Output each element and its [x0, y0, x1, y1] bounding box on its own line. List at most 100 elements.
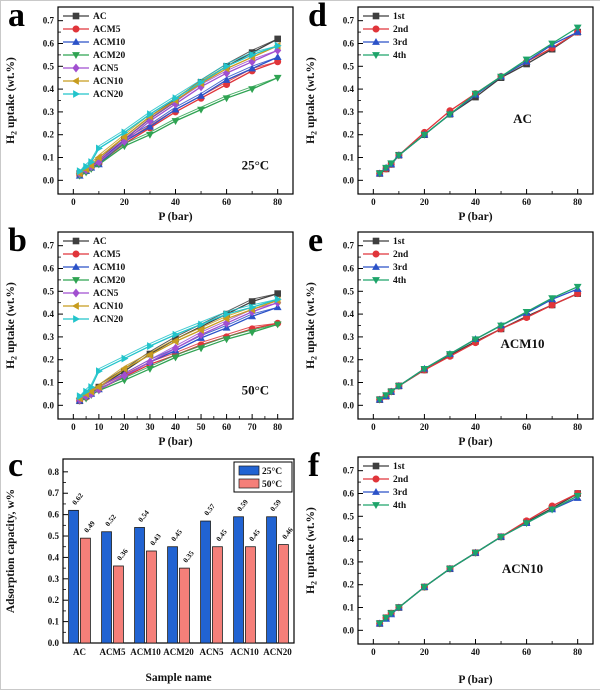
svg-text:0.8: 0.8	[48, 467, 60, 477]
legend-label: 3rd	[393, 38, 408, 48]
svg-text:60: 60	[522, 422, 532, 432]
triangle-right-marker	[83, 162, 91, 171]
panel-f: f 0 20 40 60 80 0.0 0.1 0.2 0.3 0.4 0.5 0.6 0.7 P (ba…	[301, 451, 600, 689]
triangle-right-marker	[172, 330, 180, 339]
triangle-down-marker	[222, 95, 231, 103]
svg-text:0.0: 0.0	[48, 638, 60, 648]
svg-text:0.0: 0.0	[43, 175, 55, 185]
x-axis-label: P (bar)	[458, 674, 492, 686]
triangle-right-marker	[96, 367, 103, 376]
svg-text:0: 0	[371, 422, 376, 432]
svg-text:0.7: 0.7	[343, 16, 355, 26]
svg-text:0.1: 0.1	[48, 617, 60, 627]
svg-text:0.4: 0.4	[43, 309, 55, 319]
svg-text:0.4: 0.4	[343, 84, 355, 94]
panel-f-chart: 0 20 40 60 80 0.0 0.1 0.2 0.3 0.4 0.5 0.6 0.7 P (bar)…	[301, 451, 600, 689]
triangle-down-marker	[171, 354, 180, 362]
svg-text:0.6: 0.6	[43, 38, 55, 48]
triangle-down-marker	[420, 584, 429, 591]
triangle-left-marker	[71, 77, 79, 85]
triangle-left-marker	[197, 326, 204, 334]
square-marker	[372, 237, 380, 245]
triangle-down-marker	[382, 164, 391, 172]
triangle-down-marker	[471, 90, 480, 98]
circle-marker	[372, 475, 380, 483]
circle-marker	[72, 250, 80, 258]
svg-text:60: 60	[522, 197, 532, 207]
triangle-up-marker	[372, 262, 380, 270]
triangle-left-marker	[94, 153, 102, 162]
legend: 1st 2nd 3rd 4th	[363, 462, 409, 511]
triangle-left-marker	[87, 387, 95, 396]
triangle-right-marker	[76, 392, 84, 401]
svg-text:0.5: 0.5	[48, 531, 60, 541]
panel-annotation: 25°C	[242, 158, 270, 173]
svg-text:80: 80	[573, 197, 583, 207]
legend: 25°C 50°C	[233, 461, 293, 493]
legend-label: ACN10	[93, 77, 123, 87]
legend-label: ACN5	[93, 289, 119, 299]
bar-ACN5-50°C	[212, 546, 223, 644]
triangle-up-marker	[197, 91, 205, 99]
triangle-up-marker	[273, 53, 282, 61]
square-marker	[72, 237, 80, 245]
triangle-down-marker	[394, 152, 403, 160]
svg-text:0.1: 0.1	[43, 378, 55, 388]
triangle-down-marker	[420, 365, 429, 373]
triangle-right-marker	[76, 167, 84, 176]
bar-ACN20-25°C	[266, 516, 277, 644]
triangle-down-marker	[248, 329, 257, 337]
axes: 0 20 40 60 80 0.0 0.1 0.2 0.3 0.4 0.5 0.6 0.7 P (bar)…	[305, 231, 594, 448]
svg-text:0.5: 0.5	[343, 511, 355, 521]
bar-ACN20-50°C	[278, 544, 289, 644]
axes: 0 20 40 60 80 0.0 0.1 0.2 0.3 0.4 0.5 0.6 0.7 P (bar)…	[305, 6, 594, 223]
triangle-down-marker	[387, 388, 396, 396]
legend-label: ACM20	[93, 51, 125, 61]
svg-text:0.7: 0.7	[343, 466, 355, 476]
x-axis-label: Sample name	[145, 672, 211, 684]
svg-text:0: 0	[71, 197, 76, 207]
triangle-down-marker	[471, 336, 480, 344]
panel-e-chart: 0 20 40 60 80 0.0 0.1 0.2 0.3 0.4 0.5 0.6 0.7 P (bar)…	[301, 226, 600, 451]
panel-e: e 0 20 40 60 80 0.0 0.1 0.2 0.3 0.4 0.5 0.6 0.7 P (ba…	[301, 226, 600, 451]
legend-label: ACM10	[93, 38, 125, 48]
svg-text:0.6: 0.6	[343, 38, 355, 48]
svg-text:0.3: 0.3	[48, 574, 60, 584]
triangle-down-marker	[548, 506, 557, 514]
diamond-marker	[120, 371, 128, 381]
svg-text:0.2: 0.2	[343, 580, 355, 590]
triangle-down-marker	[372, 52, 380, 60]
svg-text:0.3: 0.3	[343, 107, 355, 117]
diamond-marker	[171, 343, 180, 353]
panel-a-chart: 0 20 40 60 80 0.0 0.1 0.2 0.3 0.4 0.5 0.6 0.7 P (bar)…	[1, 1, 301, 226]
triangle-right-marker	[88, 383, 96, 391]
series-4th	[375, 283, 582, 404]
triangle-down-marker	[273, 321, 282, 329]
triangle-left-marker	[94, 383, 102, 391]
svg-text:50: 50	[197, 422, 207, 432]
triangle-right-marker	[274, 295, 282, 304]
panel-background	[301, 226, 600, 451]
svg-text:20: 20	[420, 197, 430, 207]
triangle-down-marker	[522, 308, 531, 316]
svg-text:0.0: 0.0	[343, 625, 355, 635]
svg-text:0.4: 0.4	[343, 309, 355, 319]
svg-text:20: 20	[120, 197, 130, 207]
triangle-left-marker	[120, 364, 128, 373]
triangle-down-marker	[394, 604, 403, 612]
category-label: ACM5	[100, 647, 126, 657]
triangle-down-marker	[446, 111, 454, 119]
series-4th	[375, 492, 582, 628]
panel-d: d 0 20 40 60 80 0.0 0.1 0.2 0.3 0.4 0.5 0.6 0.7 P (ba…	[301, 1, 600, 226]
square-marker	[274, 35, 281, 43]
triangle-right-marker	[249, 50, 257, 59]
legend-label: 4th	[393, 276, 407, 286]
triangle-down-marker	[394, 383, 403, 390]
svg-text:0.1: 0.1	[343, 603, 355, 613]
svg-text:10: 10	[94, 422, 104, 432]
svg-text:40: 40	[471, 422, 481, 432]
svg-text:20: 20	[120, 422, 130, 432]
triangle-up-marker	[171, 105, 180, 113]
x-axis-label: P (bar)	[158, 436, 192, 448]
x-axis-label: P (bar)	[458, 211, 492, 223]
